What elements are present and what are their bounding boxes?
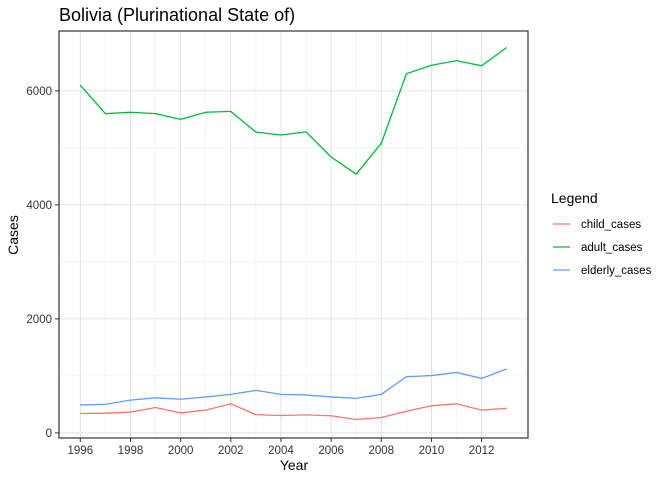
x-axis: 1996 1998 2000 2002 2004 2006 2008 2010 2012: [68, 438, 495, 457]
y-tick-label: 0: [46, 428, 52, 440]
x-tick-label: 2008: [368, 445, 394, 457]
x-tick-label: 2002: [218, 445, 244, 457]
x-tick-label: 2006: [318, 445, 344, 457]
legend-label: child_cases: [581, 219, 641, 231]
series-lines: [79, 47, 508, 421]
series-line-elderly-cases: [80, 368, 507, 406]
x-tick-label: 2010: [419, 445, 445, 457]
plot-panel: [58, 30, 529, 439]
y-axis-title: Cases: [5, 215, 21, 255]
legend: Legend child_cases adult_cases elderly_cas…: [551, 190, 652, 277]
x-tick-label: 2004: [268, 445, 294, 457]
legend-title: Legend: [551, 190, 598, 206]
series-line-child-cases: [80, 403, 507, 421]
series-line-adult-cases: [79, 47, 508, 175]
y-tick-label: 2000: [26, 314, 52, 326]
y-axis: 0 2000 4000 6000: [26, 86, 59, 440]
x-tick-label: 1998: [118, 445, 144, 457]
y-tick-label: 4000: [26, 200, 52, 212]
grid: [59, 31, 528, 438]
x-tick-label: 2000: [168, 445, 194, 457]
x-tick-label: 2012: [469, 445, 495, 457]
legend-label: elderly_cases: [581, 265, 652, 277]
x-tick-label: 1996: [68, 445, 94, 457]
x-axis-title: Year: [280, 457, 309, 473]
chart-title: Bolivia (Plurinational State of): [59, 5, 295, 25]
legend-label: adult_cases: [581, 242, 643, 254]
y-tick-label: 6000: [26, 86, 52, 98]
